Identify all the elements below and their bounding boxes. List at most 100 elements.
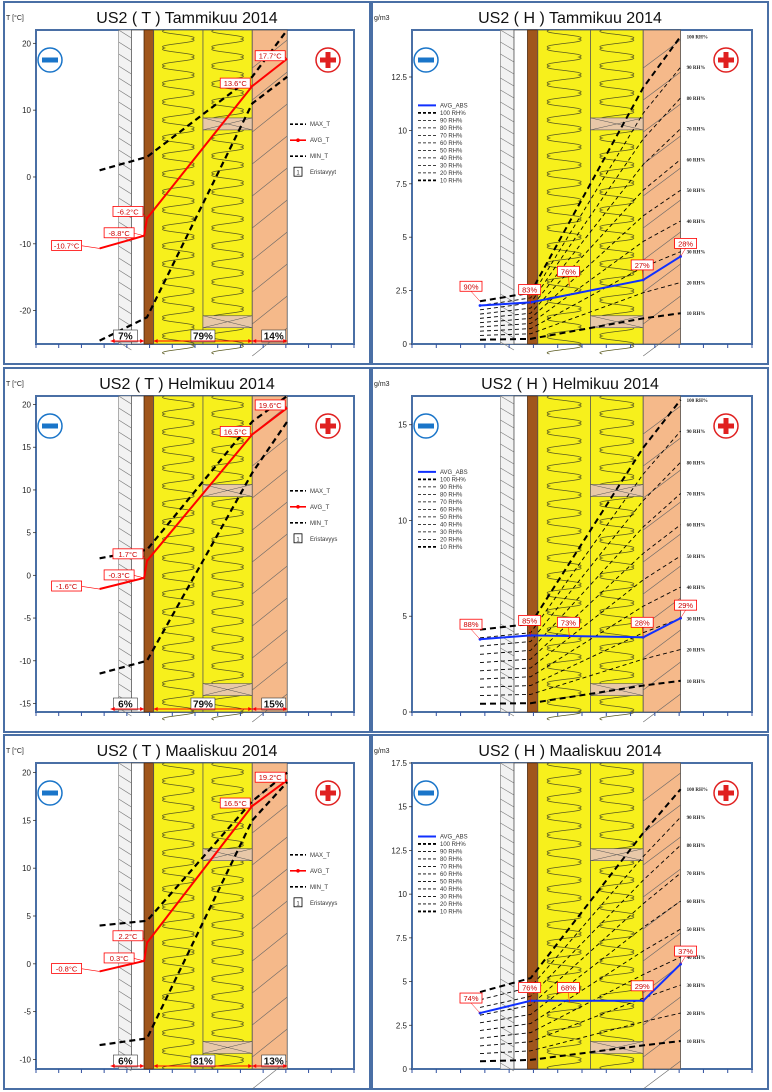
rh-line-label: 50 RH% [687, 555, 706, 560]
rain-screen-hatch [118, 1026, 132, 1036]
stud-cross [202, 484, 253, 497]
resistance-percentage: 6% [118, 1057, 133, 1068]
series-line-min-t [99, 781, 289, 1047]
legend-box-label: Eristavyys [310, 901, 337, 907]
annotation-box [254, 399, 286, 411]
inner-board-hatch [252, 135, 288, 165]
resistance-percentage: 15% [264, 700, 284, 711]
rh-curve-20 [479, 1012, 681, 1055]
legend-label: AVG_ABS [440, 834, 468, 840]
rain-screen-hatch [500, 822, 515, 832]
rh-curve-60 [479, 524, 681, 664]
annotation-label: 16.5°C [224, 427, 248, 436]
annotation-box [112, 930, 144, 942]
panel-humidity-1: US2 ( H ) Helmikuu 2014 g/m3 15 10 5 0 100 RH%… [371, 367, 769, 733]
panel-temperature-0: US2 ( T ) Tammikuu 2014 T [°C] 20 10 0 -10 -20… [3, 1, 371, 365]
inner-board-hatch [252, 263, 288, 293]
annotation-leader [79, 585, 100, 590]
rain-screen-hatch [118, 990, 132, 1000]
series-line-min-t [99, 75, 288, 342]
rain-screen-hatch [118, 846, 132, 856]
wood-layer [143, 29, 155, 345]
rain-screen-hatch [118, 1014, 132, 1024]
avg-abs-point [478, 304, 482, 307]
rh-curve-90 [479, 430, 681, 639]
rain-screen-hatch [118, 317, 132, 327]
resistance-percentage: 13% [264, 1057, 284, 1068]
rain-screen-hatch [500, 113, 515, 123]
rain-screen-hatch [118, 65, 132, 75]
wall-section [500, 29, 682, 357]
rain-screen-hatch [118, 137, 132, 147]
rh-curve-70 [479, 493, 681, 655]
y-tick-label: -10 [19, 657, 31, 666]
rain-screen-hatch [500, 1062, 515, 1072]
rain-screen-hatch [118, 89, 132, 99]
rain-screen-hatch [118, 257, 132, 267]
rain-screen-hatch [118, 942, 132, 952]
rh-curve-40 [479, 220, 681, 328]
y-tick-label: 7.5 [396, 934, 408, 943]
percentage-box [113, 1054, 138, 1068]
annotation-label: -8.8°C [108, 229, 130, 238]
insulation-pattern [162, 395, 195, 721]
legend-label: 100 RH% [440, 111, 466, 117]
arrow-head [110, 1064, 145, 1068]
series-line-avg-abs [479, 617, 682, 641]
legend-box-label: Eristavyys [310, 537, 337, 543]
annotation-box [459, 992, 483, 1004]
rain-screen-hatch [500, 89, 515, 99]
y-tick-label: 10 [398, 516, 407, 525]
insulation-pattern [546, 29, 582, 355]
annotation-box [459, 280, 483, 292]
axis-unit-label: T [°C] [6, 380, 24, 388]
y-tick-label: 12.5 [391, 73, 407, 82]
annotation-label: 28% [635, 618, 650, 627]
rh-line-label: 40 RH% [687, 956, 706, 961]
inner-board-hatch [643, 836, 681, 866]
annotation-box [630, 980, 654, 992]
annotation-label: 28% [678, 239, 693, 248]
axis-unit-label: g/m3 [374, 748, 390, 755]
legend-marker [296, 869, 300, 873]
rh-line-label: 100 RH% [687, 35, 708, 40]
insulation-pattern [211, 762, 244, 1070]
rh-line-label: 10 RH% [687, 312, 706, 317]
rain-screen-hatch [500, 611, 515, 621]
legend-label: 30 RH% [440, 530, 463, 536]
annotation-leader [470, 629, 481, 640]
rain-screen-hatch [118, 443, 132, 453]
y-tick-label: 5 [403, 612, 408, 621]
percentage-box [261, 329, 287, 343]
rain-screen-hatch [118, 882, 132, 892]
inner-board-hatch [252, 661, 288, 691]
legend-label: 30 RH% [440, 163, 463, 169]
y-tick-label: 0 [27, 571, 32, 580]
rain-screen-hatch [118, 635, 132, 645]
annotation-label: 29% [635, 982, 650, 991]
rh-line-label: 30 RH% [687, 984, 706, 989]
inner-board-hatch [643, 39, 681, 69]
legend-label: MIN_T [310, 154, 328, 160]
inner-board-hatch [252, 533, 288, 563]
inner-board-layer [251, 29, 288, 345]
rain-screen-hatch [500, 419, 515, 429]
rh-line-label: 60 RH% [687, 900, 706, 905]
annotation-label: 13.6°C [224, 79, 248, 88]
legend-label: 90 RH% [440, 849, 463, 855]
rh-curve-50 [479, 555, 681, 672]
inner-board-hatch [643, 804, 681, 834]
plus-icon-vertical [723, 52, 729, 68]
rain-screen-hatch [118, 527, 132, 537]
rh-curve-40 [479, 586, 681, 680]
rain-screen-hatch [500, 810, 515, 820]
rh-curve-80 [479, 461, 681, 647]
annotation-leader [529, 294, 531, 305]
inner-board-hatch [643, 565, 681, 595]
rain-screen-hatch [500, 173, 515, 183]
axis-unit-label: T [°C] [6, 747, 24, 755]
rain-screen-hatch [500, 185, 515, 195]
annotation-leader [680, 610, 686, 619]
y-tick-label: 20 [22, 39, 31, 48]
